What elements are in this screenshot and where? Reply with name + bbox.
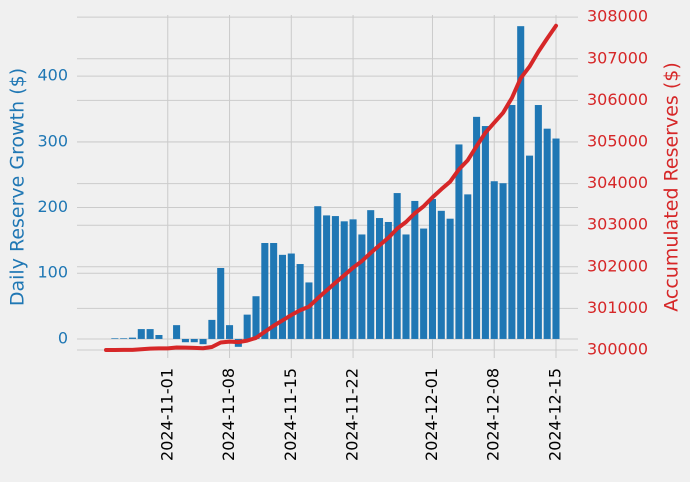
y2-tick-label: 304000 [587,173,648,192]
bar [173,325,181,339]
bar [323,215,331,339]
bar [331,216,339,339]
x-tick-label: 2024-11-01 [157,368,176,461]
bar [420,228,428,339]
bar [428,198,436,339]
y2-axis-label: Accumulated Reserves ($) [661,62,683,312]
bar [314,206,322,339]
bar [278,254,286,339]
y2-tick-label: 305000 [587,131,648,150]
bar [384,221,392,339]
bar [199,338,207,345]
bar [393,193,401,339]
bar [252,296,260,339]
bar [296,264,304,339]
bar [490,181,498,339]
y2-tick-label: 300000 [587,340,648,359]
bar [190,338,198,343]
bar [526,155,534,339]
bar [358,234,366,339]
bar [208,319,216,339]
bar [305,282,313,339]
y-tick-label: 200 [37,197,68,216]
x-tick-label: 2024-11-22 [343,368,362,461]
bar [261,243,269,339]
y-axis-label: Daily Reserve Growth ($) [7,68,29,306]
bar [552,138,560,339]
bar [111,338,119,339]
x-tick-label: 2024-12-08 [484,368,503,461]
bar [481,126,489,339]
y-tick-label: 0 [58,328,68,347]
y2-tick-label: 306000 [587,90,648,109]
bar [181,338,189,343]
bar [120,338,128,339]
x-tick-label: 2024-12-01 [422,368,441,461]
bar [217,267,225,339]
bar [473,116,481,339]
y2-tick-label: 301000 [587,298,648,317]
bar [455,144,463,339]
bar [402,234,410,339]
bar [243,314,251,339]
x-tick-label: 2024-12-15 [546,368,565,461]
y2-tick-label: 303000 [587,215,648,234]
bar [446,218,454,339]
bar [437,210,445,339]
bar [534,105,542,339]
bar [508,105,516,339]
y-tick-label: 100 [37,263,68,282]
bar [499,183,507,339]
bar [128,337,136,339]
x-tick-label: 2024-11-08 [219,368,238,461]
bar [464,194,472,339]
bar [155,335,163,339]
bar [517,26,525,339]
line [104,23,558,353]
bar [146,329,154,339]
bar [367,210,375,339]
y2-tick-label: 307000 [587,48,648,67]
bar [349,219,357,339]
bar [270,243,278,339]
bar [340,221,348,339]
bar [376,218,384,339]
x-tick-label: 2024-11-15 [281,368,300,461]
y2-tick-label: 308000 [587,7,648,26]
y-tick-label: 400 [37,66,68,85]
bar [411,200,419,339]
bar [137,329,145,339]
y2-tick-label: 302000 [587,256,648,275]
y-tick-label: 300 [37,131,68,150]
bar [543,128,551,339]
bar [226,325,234,339]
bar [287,253,295,339]
